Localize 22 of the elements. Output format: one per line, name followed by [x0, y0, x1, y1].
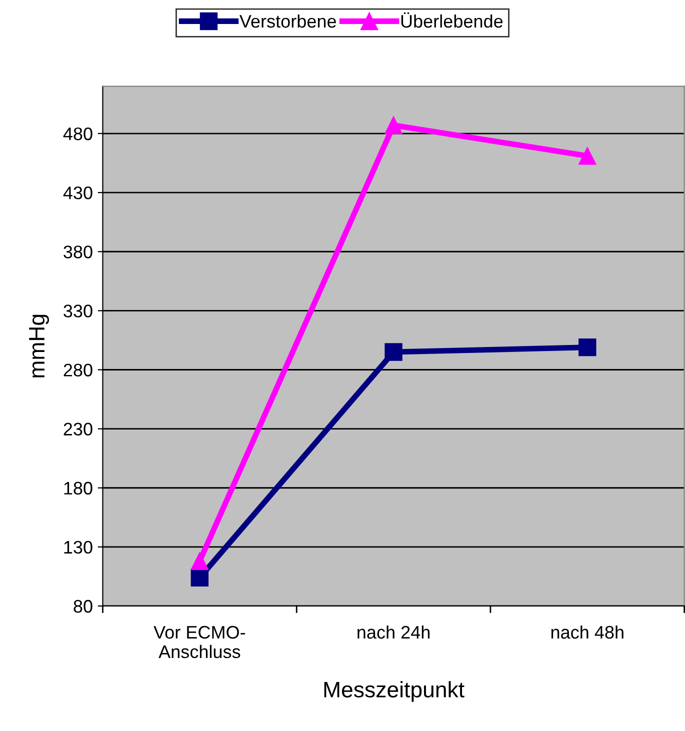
point	[578, 147, 596, 165]
y-tick-label: 230	[64, 422, 92, 436]
y-tick-label: 480	[63, 127, 92, 140]
point	[384, 343, 402, 361]
x-tick-label: Vor ECMO- Anschluss	[154, 626, 246, 658]
y-tick-label: 280	[64, 364, 92, 376]
y-tick-label: 180	[64, 482, 92, 495]
x-tick-label: nach 48h	[551, 625, 624, 639]
y-axis-title: mmHg	[29, 314, 50, 378]
y-tick-label: 430	[63, 186, 92, 200]
point	[578, 338, 596, 356]
point	[384, 116, 402, 134]
y-tick-label: 130	[64, 540, 92, 554]
x-axis-title: Messzeitpunkt	[324, 681, 464, 702]
point	[190, 552, 209, 570]
point	[190, 568, 209, 587]
legend-label: Überlebende	[401, 12, 503, 28]
y-tick-label: 380	[64, 246, 92, 258]
y-tick-label: 330	[64, 304, 92, 318]
legend-label: Verstorbene	[239, 14, 336, 28]
y-tick-label: 80	[74, 600, 92, 613]
x-tick-label: nach 24h	[358, 625, 430, 639]
